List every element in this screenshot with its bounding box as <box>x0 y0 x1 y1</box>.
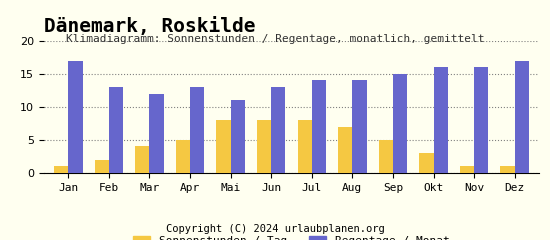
Bar <box>176 140 190 173</box>
Text: Klimadiagramm: Sonnenstunden / Regentage, monatlich, gemittelt: Klimadiagramm: Sonnenstunden / Regentage… <box>66 34 485 44</box>
Bar <box>419 153 433 173</box>
Text: Copyright (C) 2024 urlaubplanen.org: Copyright (C) 2024 urlaubplanen.org <box>166 224 384 234</box>
Bar <box>190 87 204 173</box>
Bar <box>298 120 312 173</box>
Bar <box>271 87 285 173</box>
Text: Dänemark, Roskilde: Dänemark, Roskilde <box>44 17 256 36</box>
Bar <box>135 146 150 173</box>
Bar <box>515 60 529 173</box>
Bar <box>393 74 407 173</box>
Bar <box>500 166 515 173</box>
Bar <box>68 60 82 173</box>
Bar <box>474 67 488 173</box>
Bar <box>230 100 245 173</box>
Bar <box>95 160 109 173</box>
Bar <box>353 80 366 173</box>
Bar <box>312 80 326 173</box>
Bar <box>217 120 230 173</box>
Bar <box>379 140 393 173</box>
Bar <box>109 87 123 173</box>
Legend: Sonnenstunden / Tag, Regentage / Monat: Sonnenstunden / Tag, Regentage / Monat <box>129 231 454 240</box>
Bar <box>257 120 271 173</box>
Bar <box>460 166 474 173</box>
Bar <box>433 67 448 173</box>
Bar <box>54 166 68 173</box>
Bar <box>338 127 353 173</box>
Bar <box>150 94 164 173</box>
